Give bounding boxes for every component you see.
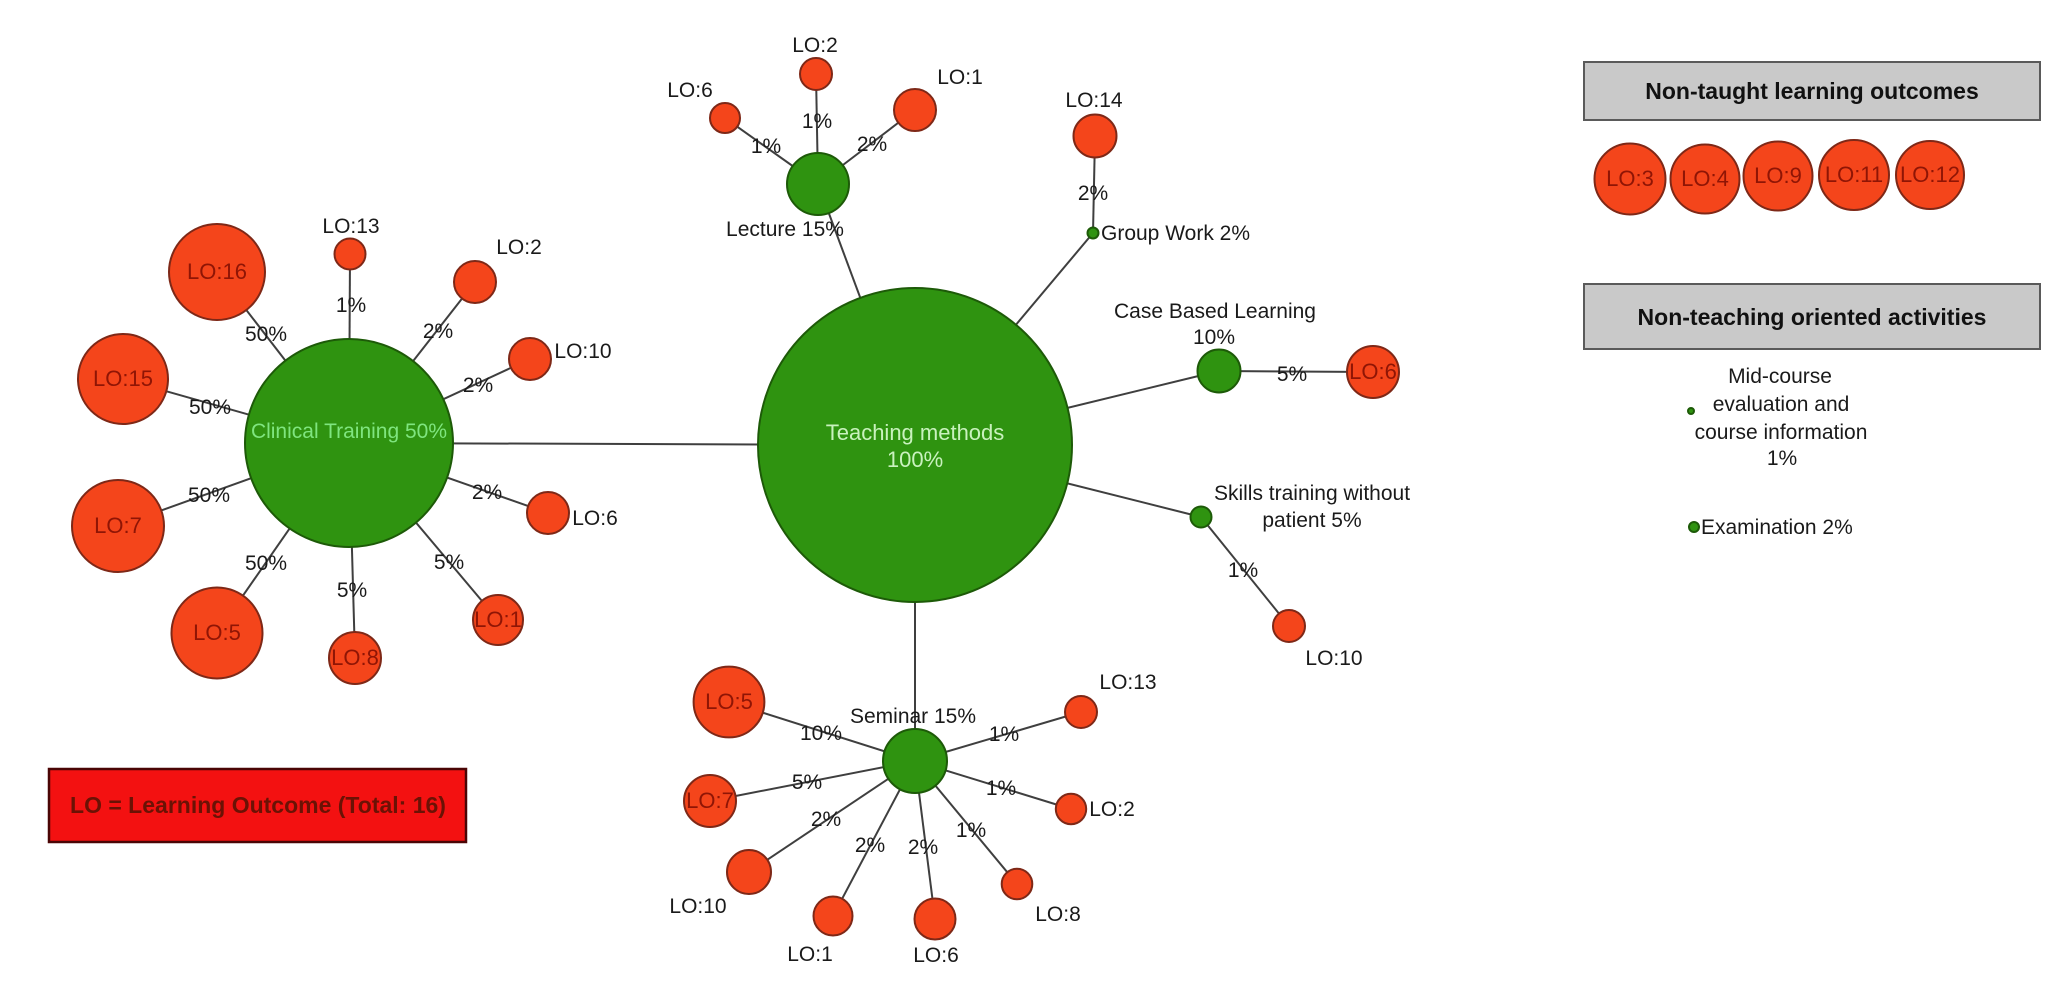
svg-text:LO:10: LO:10 <box>669 895 726 918</box>
svg-text:LO:1: LO:1 <box>474 607 522 632</box>
svg-text:2%: 2% <box>472 481 502 504</box>
svg-text:10%: 10% <box>1193 326 1235 349</box>
svg-text:LO:6: LO:6 <box>913 944 959 967</box>
svg-text:5%: 5% <box>792 771 822 794</box>
svg-text:1%: 1% <box>956 819 986 842</box>
svg-text:LO:5: LO:5 <box>705 689 753 714</box>
svg-text:100%: 100% <box>887 447 943 472</box>
svg-text:Non-teaching oriented activiti: Non-teaching oriented activities <box>1638 304 1987 330</box>
svg-text:LO:9: LO:9 <box>1754 163 1802 188</box>
svg-text:LO:11: LO:11 <box>1825 162 1883 187</box>
svg-text:LO:5: LO:5 <box>193 620 241 645</box>
svg-text:LO:7: LO:7 <box>94 513 142 538</box>
svg-text:Examination 2%: Examination 2% <box>1701 516 1853 539</box>
svg-text:LO:8: LO:8 <box>1035 903 1081 926</box>
svg-text:50%: 50% <box>188 484 230 507</box>
svg-text:5%: 5% <box>434 551 464 574</box>
svg-text:course information: course information <box>1695 421 1868 444</box>
svg-text:1%: 1% <box>336 294 366 317</box>
svg-text:50%: 50% <box>245 552 287 575</box>
svg-text:Seminar 15%: Seminar 15% <box>850 705 976 728</box>
svg-text:2%: 2% <box>811 808 841 831</box>
svg-text:LO:8: LO:8 <box>331 645 379 670</box>
svg-text:1%: 1% <box>989 723 1019 746</box>
svg-text:LO:15: LO:15 <box>93 366 153 391</box>
svg-text:Group Work 2%: Group Work 2% <box>1101 222 1250 245</box>
svg-text:Skills training without: Skills training without <box>1214 482 1410 505</box>
svg-text:50%: 50% <box>245 323 287 346</box>
svg-text:2%: 2% <box>855 834 885 857</box>
svg-text:LO:6: LO:6 <box>1349 359 1397 384</box>
svg-text:LO:4: LO:4 <box>1681 166 1729 191</box>
svg-text:2%: 2% <box>463 374 493 397</box>
svg-text:patient 5%: patient 5% <box>1262 509 1361 532</box>
svg-text:evaluation and: evaluation and <box>1713 393 1850 416</box>
svg-text:LO:13: LO:13 <box>322 215 379 238</box>
svg-text:2%: 2% <box>423 320 453 343</box>
svg-text:LO:14: LO:14 <box>1065 89 1123 112</box>
svg-text:LO:6: LO:6 <box>667 79 713 102</box>
svg-text:1%: 1% <box>802 110 832 133</box>
svg-text:1%: 1% <box>986 777 1016 800</box>
svg-text:LO:12: LO:12 <box>1900 162 1960 187</box>
svg-text:50%: 50% <box>189 396 231 419</box>
svg-text:1%: 1% <box>1767 447 1797 470</box>
svg-text:LO:3: LO:3 <box>1606 166 1654 191</box>
svg-text:5%: 5% <box>337 579 367 602</box>
svg-text:5%: 5% <box>1277 363 1307 386</box>
svg-text:2%: 2% <box>908 836 938 859</box>
svg-text:2%: 2% <box>857 133 887 156</box>
svg-text:LO:16: LO:16 <box>187 259 247 284</box>
svg-text:Non-taught learning outcomes: Non-taught learning outcomes <box>1645 78 1979 104</box>
svg-text:LO:6: LO:6 <box>572 507 618 530</box>
svg-text:1%: 1% <box>1228 559 1258 582</box>
svg-text:LO:1: LO:1 <box>937 66 983 89</box>
svg-text:Case Based Learning: Case Based Learning <box>1114 300 1316 323</box>
svg-text:LO:10: LO:10 <box>1305 647 1362 670</box>
svg-text:LO:1: LO:1 <box>787 943 833 966</box>
svg-text:LO = Learning Outcome (Total:: LO = Learning Outcome (Total: 16) <box>70 792 446 818</box>
svg-text:1%: 1% <box>751 135 781 158</box>
svg-text:Lecture 15%: Lecture 15% <box>726 218 844 241</box>
svg-text:Teaching methods: Teaching methods <box>826 420 1005 445</box>
svg-text:Clinical Training 50%: Clinical Training 50% <box>251 420 447 443</box>
svg-text:2%: 2% <box>1078 182 1108 205</box>
svg-text:LO:13: LO:13 <box>1099 671 1156 694</box>
svg-text:LO:10: LO:10 <box>554 340 611 363</box>
svg-text:LO:7: LO:7 <box>686 788 734 813</box>
svg-text:Mid-course: Mid-course <box>1728 365 1832 388</box>
svg-text:LO:2: LO:2 <box>496 236 542 259</box>
svg-text:10%: 10% <box>800 722 842 745</box>
svg-text:LO:2: LO:2 <box>1089 798 1135 821</box>
svg-text:LO:2: LO:2 <box>792 34 838 57</box>
